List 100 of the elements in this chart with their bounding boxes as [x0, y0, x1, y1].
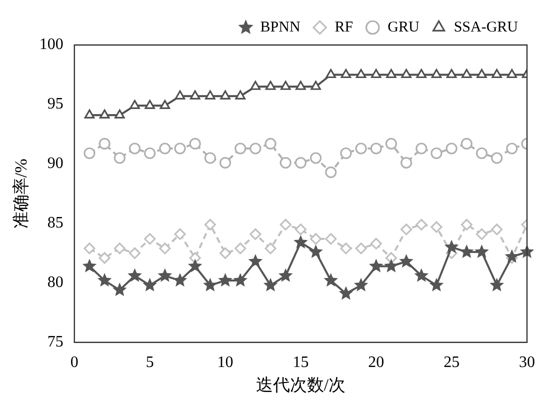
point — [128, 268, 142, 282]
point — [474, 244, 489, 258]
point — [446, 68, 457, 78]
point — [416, 218, 428, 230]
point — [128, 247, 141, 259]
point — [416, 142, 428, 154]
point — [265, 80, 276, 90]
x-tick-label: 5 — [146, 354, 154, 372]
point — [294, 234, 308, 249]
point — [430, 221, 442, 233]
point — [310, 152, 322, 164]
point — [462, 68, 472, 78]
point — [444, 240, 459, 254]
point — [130, 100, 140, 109]
point — [97, 273, 112, 287]
point — [371, 68, 382, 78]
legend-label: GRU — [388, 19, 420, 36]
point — [324, 273, 338, 287]
point — [414, 268, 429, 282]
point — [82, 258, 97, 272]
point — [429, 278, 444, 292]
point — [99, 109, 110, 118]
x-tick-label: 10 — [217, 354, 234, 372]
point — [172, 273, 188, 287]
point — [280, 156, 292, 169]
point — [294, 224, 306, 236]
point — [218, 273, 232, 287]
y-tick-label: 75 — [47, 334, 64, 351]
point — [219, 156, 232, 169]
point — [189, 252, 201, 264]
point — [278, 268, 293, 282]
point — [354, 278, 368, 292]
point — [205, 90, 216, 100]
point — [400, 224, 412, 236]
point — [308, 244, 323, 258]
point — [250, 228, 262, 240]
point — [128, 142, 141, 154]
legend-label: BPNN — [260, 19, 300, 36]
point — [356, 68, 366, 78]
point — [355, 142, 367, 154]
point — [416, 68, 427, 78]
point — [84, 109, 95, 118]
point — [144, 100, 155, 109]
point — [294, 156, 306, 169]
point — [310, 80, 321, 90]
y-tick-label: 100 — [39, 36, 64, 54]
point — [159, 242, 171, 254]
point — [460, 138, 472, 150]
point — [370, 238, 382, 250]
point — [159, 142, 171, 154]
point — [114, 152, 126, 164]
point — [338, 286, 354, 300]
point — [250, 142, 262, 154]
point — [158, 268, 172, 282]
point — [506, 68, 518, 78]
y-axis-title: 准确率/% — [12, 158, 31, 229]
point — [491, 224, 503, 236]
point — [174, 228, 186, 240]
point — [142, 278, 157, 292]
point — [219, 247, 232, 259]
point — [370, 142, 382, 154]
x-axis-title: 迭代次数/次 — [256, 375, 346, 394]
point — [296, 80, 306, 90]
point — [112, 282, 127, 296]
point — [430, 147, 442, 160]
point — [384, 258, 398, 272]
point — [174, 90, 186, 100]
point — [399, 254, 414, 268]
point — [326, 68, 336, 78]
point — [84, 147, 96, 160]
point — [264, 138, 276, 150]
y-tick-label: 85 — [47, 214, 64, 232]
point — [84, 242, 96, 254]
point — [235, 90, 246, 100]
point — [340, 147, 352, 160]
point — [400, 156, 412, 169]
point — [280, 218, 292, 230]
point — [264, 242, 276, 254]
x-tick-label: 0 — [70, 354, 78, 372]
point — [369, 258, 384, 272]
point — [250, 80, 261, 90]
point — [189, 138, 201, 150]
point — [144, 233, 156, 245]
point — [174, 142, 186, 154]
point — [203, 278, 218, 292]
point — [114, 109, 125, 118]
point — [476, 228, 488, 240]
point — [476, 147, 488, 160]
point — [190, 90, 200, 100]
point — [476, 68, 487, 78]
y-tick-label: 90 — [47, 155, 64, 172]
point — [280, 80, 291, 90]
legend-label: SSA-GRU — [454, 19, 518, 36]
legend-label: RF — [334, 19, 354, 36]
point — [188, 258, 202, 272]
point — [385, 138, 398, 150]
point — [160, 100, 170, 109]
point — [446, 142, 458, 154]
point — [355, 242, 367, 254]
point — [460, 218, 472, 230]
